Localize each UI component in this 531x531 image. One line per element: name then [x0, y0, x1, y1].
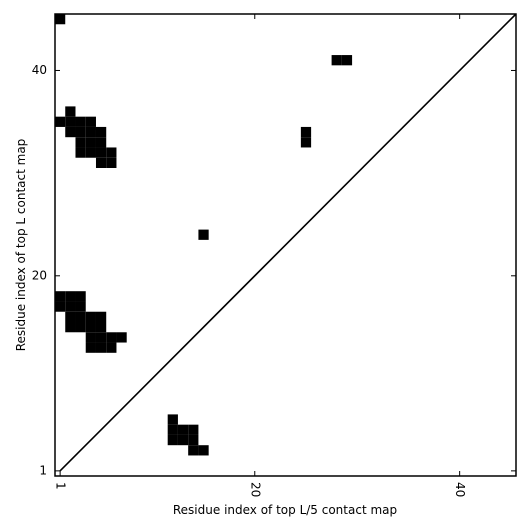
contact-cell	[188, 445, 199, 456]
contact-cell	[75, 147, 86, 158]
contact-cell	[75, 137, 86, 148]
contact-cell	[65, 126, 76, 138]
contact-cell	[188, 434, 199, 446]
contact-cell	[75, 322, 86, 333]
y-axis-label: Residue index of top L contact map	[14, 139, 28, 352]
contact-cell	[75, 291, 86, 302]
contact-cell	[55, 116, 66, 127]
contact-cell	[85, 311, 96, 322]
contact-cell	[300, 137, 312, 148]
contact-cell	[85, 147, 96, 158]
contact-cell	[95, 332, 107, 343]
diagonal-line	[59, 13, 517, 472]
contact-cell	[85, 342, 96, 353]
contact-cell	[198, 229, 209, 240]
contact-cell	[65, 116, 76, 127]
contact-cell	[65, 106, 76, 117]
contact-cell	[177, 424, 189, 435]
contact-cell	[167, 414, 178, 425]
contact-cell	[106, 147, 117, 158]
contact-cell	[95, 147, 107, 158]
contact-cell	[95, 342, 107, 353]
contact-cell	[95, 137, 107, 148]
contact-cell	[85, 322, 96, 333]
contact-cell	[106, 332, 117, 343]
contact-cell	[65, 322, 76, 333]
contact-cell	[188, 424, 199, 435]
x-tick-label: 40	[453, 482, 467, 497]
contact-cell	[341, 55, 353, 66]
contact-cell	[116, 332, 127, 343]
x-tick-label: 20	[248, 482, 262, 497]
contact-cell	[331, 55, 342, 66]
plot-frame	[54, 13, 517, 477]
contact-cell	[85, 126, 96, 138]
contact-cell	[95, 157, 107, 168]
contact-cell	[167, 424, 178, 435]
contact-cell	[65, 291, 76, 302]
contact-cell	[167, 434, 178, 446]
contact-cell	[55, 301, 66, 312]
contact-cell	[75, 116, 86, 127]
contact-cell	[95, 126, 107, 138]
contact-cell	[95, 322, 107, 333]
contact-cell	[85, 137, 96, 148]
contact-cell	[300, 126, 312, 138]
contact-cell	[85, 116, 96, 127]
contact-cell	[106, 342, 117, 353]
contact-cell	[75, 301, 86, 312]
contact-cell	[95, 311, 107, 322]
x-tick-label: 1	[54, 482, 68, 490]
contact-cell	[198, 445, 209, 456]
contact-cell	[85, 332, 96, 343]
y-tick-label: 1	[39, 463, 47, 477]
contact-cell	[55, 14, 66, 25]
contact-cell	[55, 291, 66, 302]
contact-cell	[65, 301, 76, 312]
x-axis-label: Residue index of top L/5 contact map	[173, 503, 397, 517]
contact-cell	[177, 434, 189, 446]
contact-cell	[106, 157, 117, 168]
y-tick-label: 20	[32, 268, 47, 282]
contact-cell	[65, 311, 76, 322]
contact-cell	[75, 126, 86, 138]
contact-cell	[75, 311, 86, 322]
y-tick-label: 40	[32, 63, 47, 77]
